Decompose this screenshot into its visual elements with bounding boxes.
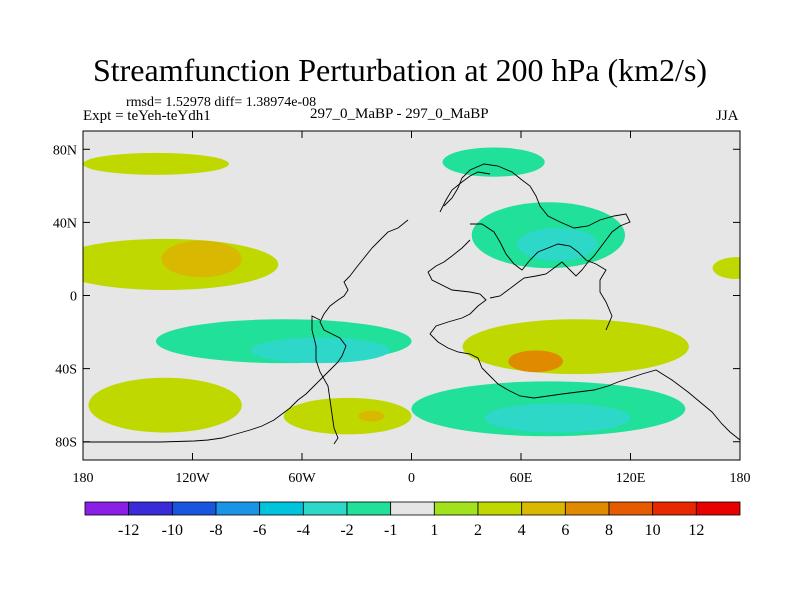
colorbar-label: -2 bbox=[340, 522, 353, 539]
x-tick-label: 0 bbox=[408, 471, 415, 486]
field-region-8 bbox=[250, 337, 390, 364]
coastline-asia-detail bbox=[470, 223, 613, 331]
field-region-2 bbox=[83, 152, 229, 175]
colorbar-label: 1 bbox=[430, 522, 438, 539]
colorbar-swatch bbox=[390, 501, 435, 516]
colorbar-swatch bbox=[564, 501, 610, 516]
colorbar-swatch bbox=[608, 501, 654, 516]
x-tick-label: 120W bbox=[175, 471, 210, 486]
colorbar-label: 10 bbox=[645, 522, 661, 539]
field-region-10 bbox=[508, 350, 563, 373]
colorbar-swatch bbox=[259, 501, 304, 516]
coastline-americas bbox=[83, 219, 409, 443]
colorbar-label: -12 bbox=[118, 522, 139, 539]
colorbar-label: -8 bbox=[209, 522, 222, 539]
y-tick-label: 0 bbox=[70, 290, 77, 305]
field-region-9 bbox=[462, 319, 689, 375]
field-region-12 bbox=[484, 403, 631, 433]
colorbar-label: 8 bbox=[605, 522, 613, 539]
y-tick-label: 80N bbox=[53, 143, 77, 158]
colorbar-label: -4 bbox=[297, 522, 310, 539]
x-tick-label: 180 bbox=[730, 471, 751, 486]
colorbar-swatch bbox=[171, 501, 217, 516]
coastline-africa bbox=[427, 239, 740, 441]
coastline-layer bbox=[83, 163, 740, 445]
colorbar-swatch bbox=[477, 501, 523, 516]
field-region-1 bbox=[161, 240, 242, 278]
colorbar-label: 4 bbox=[518, 522, 526, 539]
colorbar-label: -10 bbox=[162, 522, 183, 539]
colorbar-label: 2 bbox=[474, 522, 482, 539]
colorbar-label: -6 bbox=[253, 522, 266, 539]
chart-title: Streamfunction Perturbation at 200 hPa (… bbox=[92, 52, 708, 88]
rmsd-subtitle: rmsd= 1.52978 diff= 1.38974e-08 bbox=[126, 95, 317, 110]
field-region-14 bbox=[283, 397, 412, 435]
y-axis: 80N 40N 0 40S 80S bbox=[53, 143, 740, 451]
x-tick-label: 60W bbox=[288, 471, 316, 486]
y-tick-label: 40N bbox=[53, 216, 77, 231]
field-region-13 bbox=[88, 377, 242, 433]
colorbar-swatch bbox=[302, 501, 348, 516]
colorbar-swatch bbox=[128, 501, 173, 516]
colorbar-swatch bbox=[215, 501, 261, 516]
x-tick-label: 120E bbox=[616, 471, 646, 486]
field-region-15 bbox=[358, 410, 385, 422]
coastline-eurasia bbox=[443, 163, 631, 299]
field-region-6 bbox=[712, 257, 740, 280]
colorbar-swatch bbox=[695, 501, 741, 516]
x-axis: 180 120W 60W 0 60E 120E 180 bbox=[73, 131, 751, 486]
colorbar-label: -1 bbox=[384, 522, 397, 539]
colorbar-swatch bbox=[433, 501, 479, 516]
x-tick-label: 60E bbox=[510, 471, 533, 486]
x-tick-label: 180 bbox=[73, 471, 94, 486]
colorbar-label: 6 bbox=[561, 522, 569, 539]
colorbar: -12 -10 -8 -6 -4 -2 -1 1 2 4 6 8 10 12 bbox=[84, 501, 741, 539]
coastline-south-america bbox=[311, 315, 339, 445]
season-subtitle: JJA bbox=[716, 108, 739, 124]
colorbar-swatch bbox=[521, 501, 566, 516]
field-layer bbox=[83, 147, 740, 437]
colorbar-swatch bbox=[346, 501, 392, 516]
coastline-greenland bbox=[439, 171, 491, 213]
colorbar-swatch bbox=[652, 501, 697, 516]
field-region-3 bbox=[442, 147, 545, 177]
y-tick-label: 40S bbox=[55, 363, 77, 378]
experiment-subtitle: Expt = teYeh-teYdh1 bbox=[83, 108, 211, 124]
colorbar-label: 12 bbox=[688, 522, 704, 539]
colorbar-swatch bbox=[84, 501, 130, 516]
center-subtitle: 297_0_MaBP - 297_0_MaBP bbox=[310, 106, 489, 122]
y-tick-label: 80S bbox=[55, 436, 77, 451]
